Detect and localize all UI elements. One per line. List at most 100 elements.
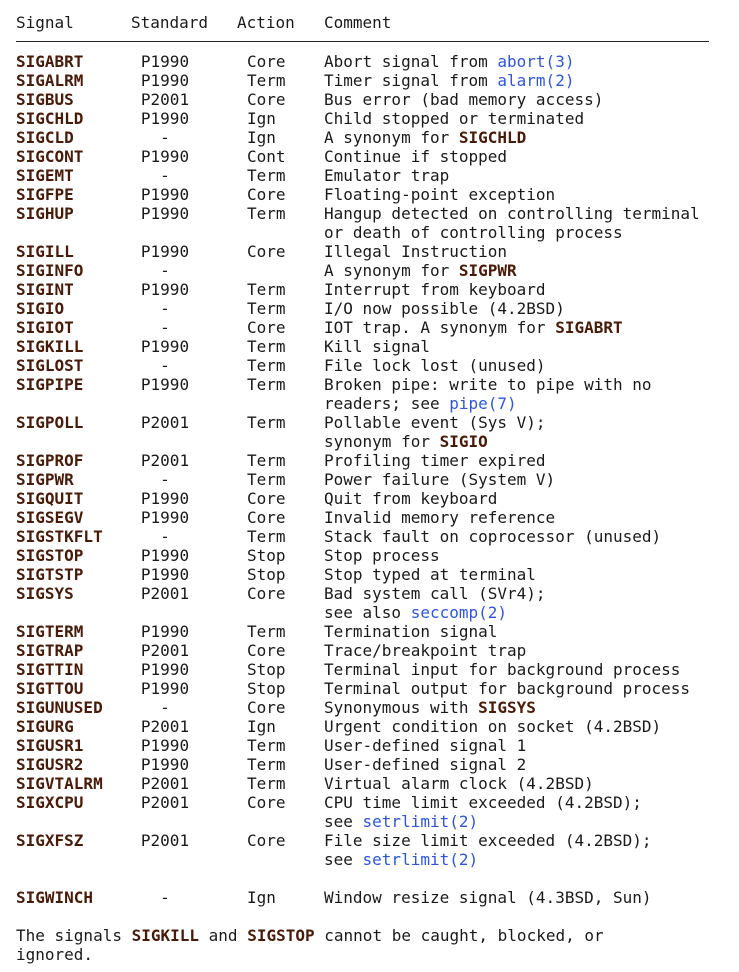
signal-action: Ign	[247, 888, 276, 907]
comment-text: A synonym for	[324, 128, 459, 147]
signal-name: SIGUSR1	[16, 736, 84, 755]
signal-standard: P1990	[140, 660, 190, 679]
table-row: SIGWINCH - Ign Window resize signal (4.3BSD…	[0, 888, 739, 907]
comment-text: I/O now possible (4.2BSD)	[324, 299, 565, 318]
signal-action: Term	[247, 337, 286, 356]
signal-name: SIGIO	[16, 299, 65, 318]
signal-reference: SIGABRT	[555, 318, 623, 337]
signal-action: Term	[247, 470, 286, 489]
signal-comment: see setrlimit(2)	[324, 850, 739, 869]
signal-action: Core	[247, 489, 286, 508]
signal-name: SIGTERM	[16, 622, 84, 641]
signal-action: Term	[247, 527, 286, 546]
signal-action: Core	[247, 793, 286, 812]
manpage-link[interactable]: alarm(2)	[497, 71, 575, 90]
signal-standard: -	[160, 166, 170, 185]
signal-comment: Quit from keyboard	[324, 489, 739, 508]
signal-name: SIGSTOP	[16, 546, 84, 565]
table-row: SIGSEGV P1990 Core Invalid memory reference	[0, 508, 739, 527]
signal-action: Stop	[247, 660, 286, 679]
manpage-link[interactable]: abort(3)	[497, 52, 575, 71]
signal-comment: Trace/breakpoint trap	[324, 641, 739, 660]
signal-comment: see setrlimit(2)	[324, 812, 739, 831]
signal-comment: see also seccomp(2)	[324, 603, 739, 622]
comment-text: Bad system call (SVr4);	[324, 584, 546, 603]
signal-name: SIGBUS	[16, 90, 74, 109]
signal-name: SIGUNUSED	[16, 698, 103, 717]
signal-action: Term	[247, 375, 286, 394]
table-row: SIGURG P2001 Ign Urgent condition on socket…	[0, 717, 739, 736]
signal-comment: Urgent condition on socket (4.2BSD)	[324, 717, 739, 736]
signal-name: SIGTRAP	[16, 641, 84, 660]
manpage-link[interactable]: setrlimit(2)	[362, 812, 479, 831]
signal-name: SIGABRT	[16, 52, 84, 71]
signal-name: SIGTTIN	[16, 660, 84, 679]
comment-text: User-defined signal 2	[324, 755, 527, 774]
signal-comment: readers; see pipe(7)	[324, 394, 739, 413]
comment-text: see	[324, 850, 363, 869]
signal-action: Term	[247, 166, 286, 185]
comment-text: IOT trap. A synonym for	[324, 318, 556, 337]
signal-standard: -	[160, 470, 170, 489]
signal-name: SIGILL	[16, 242, 74, 261]
manpage-link[interactable]: setrlimit(2)	[362, 850, 479, 869]
table-row: SIGTTOU P1990 Stop Terminal output for back…	[0, 679, 739, 698]
table-header: Signal Standard Action Comment	[0, 13, 739, 32]
table-row: SIGKILL P1990 Term Kill signal	[0, 337, 739, 356]
table-row: SIGVTALRM P2001 Term Virtual alarm clock (4…	[0, 774, 739, 793]
signal-action: Term	[247, 774, 286, 793]
signal-name: SIGCLD	[16, 128, 74, 147]
signal-name: SIGCONT	[16, 147, 84, 166]
table-row: SIGTERM P1990 Term Termination signal	[0, 622, 739, 641]
signal-standard: P2001	[140, 451, 190, 470]
table-row: SIGFPE P1990 Core Floating-point exception	[0, 185, 739, 204]
signal-name: SIGSTKFLT	[16, 527, 103, 546]
signal-name: SIGINT	[16, 280, 74, 299]
comment-text: Terminal input for background process	[324, 660, 681, 679]
comment-text: Profiling timer expired	[324, 451, 546, 470]
signal-name: SIGHUP	[16, 204, 74, 223]
comment-text: Emulator trap	[324, 166, 450, 185]
signal-comment: Bad system call (SVr4);	[324, 584, 739, 603]
comment-text: Continue if stopped	[324, 147, 508, 166]
manpage-link[interactable]: seccomp(2)	[410, 603, 508, 622]
table-row: SIGTTIN P1990 Stop Terminal input for backg…	[0, 660, 739, 679]
signal-action: Core	[247, 90, 286, 109]
signal-comment: Floating-point exception	[324, 185, 739, 204]
signal-comment: Terminal input for background process	[324, 660, 739, 679]
signal-comment: Timer signal from alarm(2)	[324, 71, 739, 90]
signal-standard: P1990	[140, 204, 190, 223]
manpage-link[interactable]: pipe(7)	[449, 394, 517, 413]
signal-standard: P1990	[140, 337, 190, 356]
signal-standard: P1990	[140, 622, 190, 641]
signal-comment: User-defined signal 2	[324, 755, 739, 774]
table-row: SIGCLD - Ign A synonym for SIGCHLD	[0, 128, 739, 147]
signal-comment: User-defined signal 1	[324, 736, 739, 755]
signal-name: SIGXCPU	[16, 793, 84, 812]
signal-action: Ign	[247, 109, 276, 128]
comment-text: Interrupt from keyboard	[324, 280, 546, 299]
table-row: SIGIOT - Core IOT trap. A synonym for SIGAB…	[0, 318, 739, 337]
signal-comment: Continue if stopped	[324, 147, 739, 166]
comment-text: CPU time limit exceeded (4.2BSD);	[324, 793, 642, 812]
signal-standard: -	[160, 888, 170, 907]
signal-action: Term	[247, 356, 286, 375]
signal-comment: Bus error (bad memory access)	[324, 90, 739, 109]
comment-text: Quit from keyboard	[324, 489, 498, 508]
footer-sigkill: SIGKILL	[131, 926, 200, 945]
comment-text: Illegal Instruction	[324, 242, 508, 261]
signal-comment: Synonymous with SIGSYS	[324, 698, 739, 717]
signal-name: SIGLOST	[16, 356, 84, 375]
signal-name: SIGTTOU	[16, 679, 84, 698]
table-row: SIGQUIT P1990 Core Quit from keyboard	[0, 489, 739, 508]
signal-action: Term	[247, 204, 286, 223]
table-row: SIGABRT P1990 Core Abort signal from abort(…	[0, 52, 739, 71]
table-row: SIGPOLL P2001 Term Pollable event (Sys V); s…	[0, 413, 739, 451]
signal-standard: P2001	[140, 793, 190, 812]
table-row: SIGLOST - Term File lock lost (unused)	[0, 356, 739, 375]
footer-text: and	[199, 926, 248, 945]
signal-comment: Power failure (System V)	[324, 470, 739, 489]
signal-standard: P1990	[140, 71, 190, 90]
signal-standard: P1990	[140, 679, 190, 698]
signal-comment: File lock lost (unused)	[324, 356, 739, 375]
